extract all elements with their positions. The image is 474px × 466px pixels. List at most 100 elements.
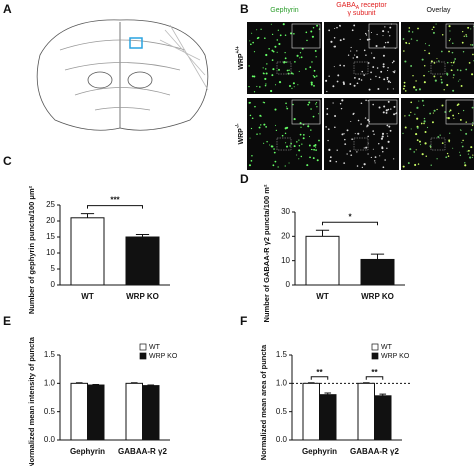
puncta: [418, 88, 422, 91]
puncta: [274, 84, 277, 86]
puncta: [423, 122, 425, 125]
puncta: [286, 69, 289, 72]
puncta: [328, 29, 331, 32]
puncta: [253, 51, 256, 53]
bar: [142, 385, 160, 441]
bar: [302, 382, 320, 441]
puncta: [251, 32, 253, 34]
puncta: [256, 85, 258, 88]
zoom-box: [353, 137, 369, 151]
puncta: [381, 147, 384, 150]
puncta: [256, 29, 258, 31]
puncta: [310, 83, 313, 86]
puncta: [339, 64, 342, 67]
puncta: [340, 107, 343, 110]
puncta: [259, 86, 261, 88]
puncta: [452, 77, 454, 79]
puncta: [286, 145, 289, 148]
puncta: [448, 39, 451, 42]
puncta: [465, 121, 467, 123]
puncta: [336, 26, 338, 29]
puncta: [266, 63, 268, 65]
zoom-box: [430, 137, 446, 151]
puncta: [293, 86, 295, 88]
puncta: [465, 35, 468, 38]
puncta: [263, 123, 266, 126]
puncta: [298, 70, 300, 72]
puncta: [448, 110, 451, 113]
puncta: [446, 72, 448, 74]
puncta: [293, 118, 296, 121]
puncta: [440, 81, 443, 84]
puncta: [470, 129, 473, 131]
puncta: [273, 151, 276, 154]
puncta: [276, 51, 278, 53]
puncta: [278, 81, 282, 84]
puncta: [310, 129, 312, 131]
puncta: [467, 153, 470, 155]
puncta: [439, 134, 441, 136]
puncta: [436, 108, 438, 111]
puncta: [274, 160, 277, 163]
puncta: [457, 103, 460, 106]
puncta: [436, 58, 438, 60]
puncta: [407, 162, 410, 165]
puncta: [271, 49, 274, 52]
puncta: [386, 147, 388, 149]
puncta: [384, 26, 386, 28]
puncta: [314, 50, 317, 52]
puncta: [419, 144, 422, 146]
puncta: [342, 81, 345, 84]
puncta: [448, 50, 450, 53]
puncta: [437, 135, 440, 138]
puncta: [298, 145, 301, 147]
puncta: [461, 145, 464, 148]
puncta: [349, 150, 351, 152]
puncta: [272, 164, 275, 167]
y-tick-label: 0.0: [276, 435, 288, 444]
puncta: [327, 139, 329, 142]
puncta: [409, 148, 412, 151]
puncta: [429, 112, 432, 115]
puncta: [309, 136, 311, 138]
puncta: [459, 69, 462, 72]
error-bar: [135, 233, 150, 237]
puncta: [300, 126, 302, 128]
outline: [36, 19, 209, 131]
puncta: [408, 30, 411, 33]
puncta: [410, 64, 413, 67]
puncta: [309, 156, 311, 159]
puncta: [316, 75, 318, 77]
significance-bracket: [87, 205, 143, 209]
puncta: [387, 100, 390, 103]
puncta: [423, 104, 425, 107]
puncta: [462, 109, 465, 112]
puncta: [404, 90, 407, 92]
puncta: [344, 143, 347, 146]
puncta: [423, 120, 426, 123]
puncta: [271, 59, 274, 62]
puncta: [253, 91, 256, 93]
puncta: [433, 61, 436, 64]
panel-label: B: [240, 2, 249, 16]
puncta: [332, 102, 334, 104]
puncta: [316, 106, 318, 108]
puncta: [382, 54, 385, 57]
puncta: [250, 159, 253, 162]
puncta: [374, 162, 376, 164]
puncta: [298, 149, 301, 152]
puncta: [382, 65, 385, 68]
x-tick-label: GABAA-R γ2: [350, 447, 399, 456]
puncta: [271, 74, 274, 77]
zoom-box: [276, 61, 292, 75]
puncta: [253, 75, 256, 78]
puncta: [465, 68, 468, 71]
puncta: [329, 160, 332, 163]
puncta: [330, 40, 333, 43]
puncta: [454, 58, 457, 60]
puncta: [464, 162, 466, 164]
puncta: [250, 43, 252, 46]
x-tick-label: WRP KO: [126, 292, 159, 301]
puncta: [288, 162, 290, 164]
puncta: [356, 82, 359, 85]
